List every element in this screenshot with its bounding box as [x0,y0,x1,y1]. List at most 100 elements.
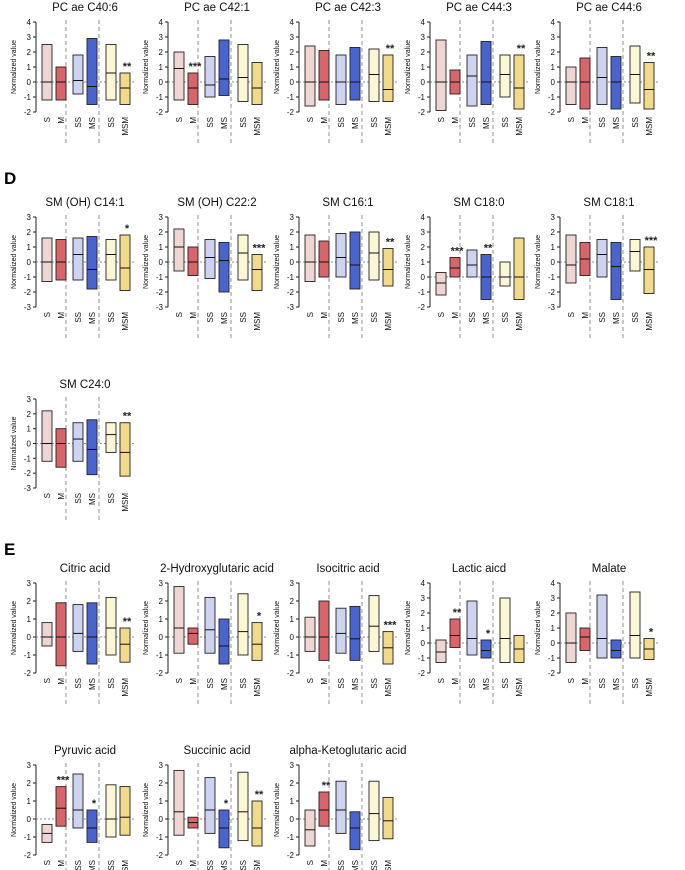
box-m [55,66,67,101]
box-ss [72,237,84,281]
group-label: MS [482,312,491,324]
chart-title: Succinic acid [183,745,250,757]
group-label: MS [88,493,97,505]
y-tick-label: 1 [159,63,164,72]
y-axis-label: Normalized value [11,416,18,470]
group-label: MSM [121,493,130,512]
group-label: S [306,860,315,865]
box-s [304,809,316,847]
significance-marker: * [257,611,262,623]
group-label: SS [598,312,607,323]
group-label: S [43,312,52,317]
box-s [565,612,577,663]
group-label: SS [337,312,346,323]
group-label: MSM [121,678,130,697]
y-tick-label: 0 [27,78,32,87]
group-label: SS [631,312,640,323]
y-tick-label: 1 [290,797,295,806]
y-tick-label: -2 [287,288,295,297]
group-label: M [320,312,329,319]
group-label: MSM [121,117,130,136]
chart-title: SM C18:1 [583,197,634,209]
group-label: MSM [121,860,130,870]
group-label: MSM [253,678,262,697]
significance-marker: ** [123,411,132,423]
y-tick-label: 3 [27,761,32,770]
y-tick-label: 2 [290,228,295,237]
group-label: M [189,678,198,685]
y-tick-label: 2 [27,228,32,237]
box-s [41,44,53,101]
chart-title: 2-Hydroxyglutaric acid [160,563,274,575]
significance-marker: ** [123,61,132,73]
box-m [449,618,461,648]
group-label: M [581,312,590,319]
box-s [435,39,447,111]
y-tick-label: -2 [156,669,164,678]
box-ss [204,596,216,654]
y-tick-label: -3 [156,303,164,312]
y-tick-label: -1 [287,833,295,842]
group-label: S [567,117,576,122]
chart-title: PC ae C42:1 [184,2,250,14]
box-ss [204,56,216,98]
y-axis-label: Normalized value [405,235,412,289]
group-label: MSM [121,312,130,331]
group-label: SS [239,678,248,689]
chart-title: SM (OH) C22:2 [177,197,256,209]
y-axis-label: Normalized value [274,601,281,655]
y-tick-label: 0 [159,633,164,642]
y-tick-label: -2 [548,669,556,678]
box-ms [218,242,230,293]
y-tick-label: 2 [551,609,556,618]
y-tick-label: 0 [27,440,32,449]
group-label: MSM [645,678,654,697]
box-ss [105,239,117,281]
y-tick-label: -2 [287,851,295,860]
group-label: M [451,117,460,124]
group-label: MS [351,312,360,324]
y-tick-label: 1 [27,243,32,252]
group-label: MS [612,117,621,129]
chart-panel: Isocitric acid -2 -1 0 1 2 3 Normalized value **… [274,563,397,705]
chart-title: SM C18:0 [453,197,504,209]
chart-title: Citric acid [60,563,110,575]
y-tick-label: 3 [159,579,164,588]
box-m [55,602,67,667]
group-label: SS [468,678,477,689]
box-m [55,239,67,281]
chart-title: SM C24:0 [59,379,110,391]
group-label: S [175,312,184,317]
group-label: M [320,678,329,685]
group-label: SS [74,117,83,128]
y-tick-label: 1 [421,624,426,633]
y-axis-label: Normalized value [535,601,542,655]
box-ss [237,234,249,281]
box-ss [596,594,608,659]
group-label: MSM [384,860,393,870]
chart-title: Pyruvic acid [54,745,116,757]
y-tick-label: 1 [421,63,426,72]
group-label: SS [370,117,379,128]
y-tick-label: 4 [421,579,426,588]
box-ms [218,39,230,96]
box-s [565,234,577,284]
box-m [318,791,330,827]
y-tick-label: 1 [551,243,556,252]
box-ss [466,249,478,278]
group-label: SS [74,860,83,870]
significance-marker: ** [517,43,526,55]
group-label: M [451,312,460,319]
y-axis-label: Normalized value [143,783,150,837]
group-label: MS [482,678,491,690]
significance-marker: ** [386,237,395,249]
group-label: M [57,860,66,867]
box-m [187,72,199,105]
significance-marker: * [224,798,229,810]
y-tick-label: -1 [156,93,164,102]
group-label: MSM [515,312,524,331]
y-tick-label: 2 [159,48,164,57]
